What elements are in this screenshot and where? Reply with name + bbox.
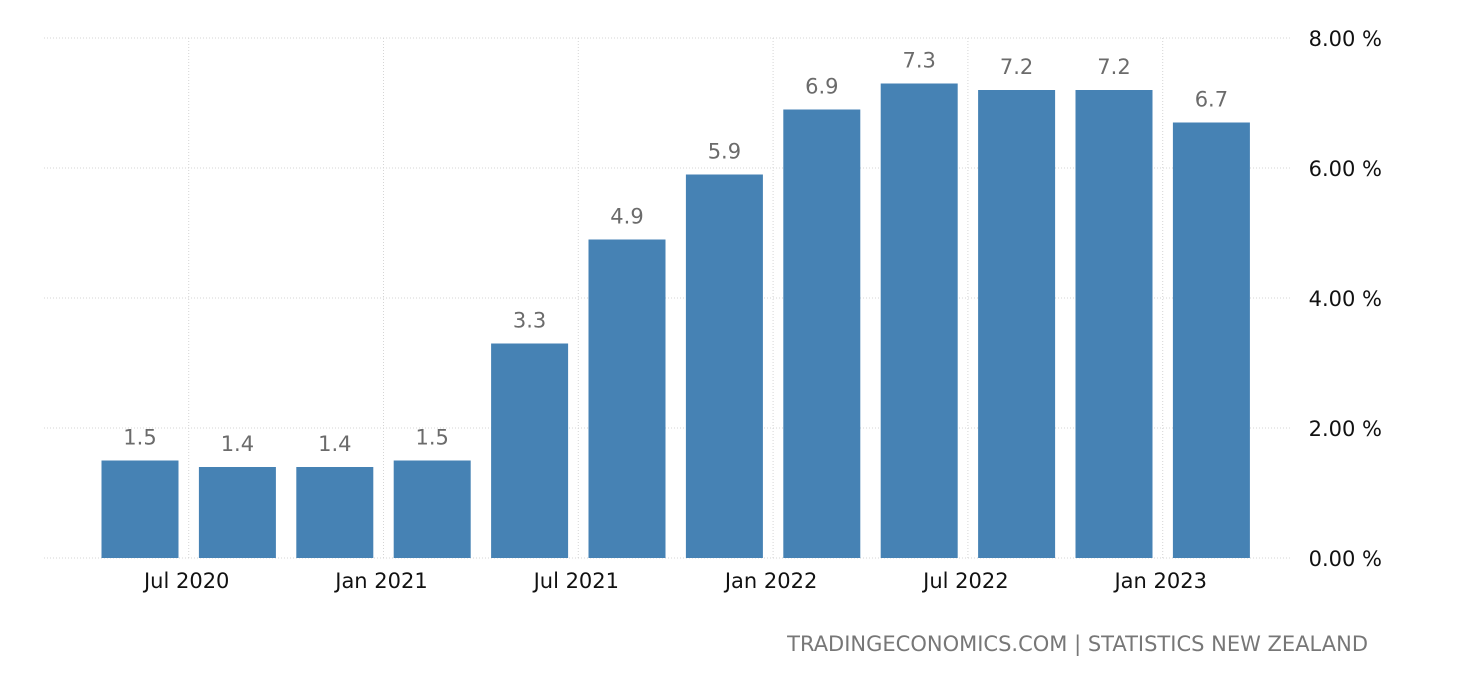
y-tick-label: 8.00 % <box>1309 27 1382 51</box>
bar-value-label: 7.2 <box>1097 55 1130 79</box>
bar <box>1075 90 1153 558</box>
y-tick-label: 2.00 % <box>1309 417 1382 441</box>
bars <box>101 83 1250 558</box>
y-axis: 0.00 % 2.00 % 4.00 % 6.00 % 8.00 % <box>1309 27 1382 571</box>
bar-value-label: 3.3 <box>513 309 546 333</box>
x-tick-label: Jan 2021 <box>333 569 428 593</box>
bar <box>978 90 1056 558</box>
bar-value-label: 1.5 <box>415 426 448 450</box>
x-axis: Jul 2020 Jan 2021 Jul 2021 Jan 2022 Jul 2022… <box>142 569 1207 593</box>
bar <box>296 467 374 558</box>
bar <box>393 460 471 558</box>
y-tick-label: 6.00 % <box>1309 157 1382 181</box>
x-tick-label: Jan 2022 <box>723 569 818 593</box>
x-tick-label: Jul 2020 <box>142 569 229 593</box>
x-tick-label: Jan 2023 <box>1112 569 1207 593</box>
bar <box>783 109 861 558</box>
bar <box>101 460 179 558</box>
y-tick-label: 4.00 % <box>1309 287 1382 311</box>
x-tick-label: Jul 2022 <box>921 569 1008 593</box>
bar-value-label: 7.2 <box>1000 55 1033 79</box>
bar-value-label: 6.7 <box>1195 88 1228 112</box>
bar <box>1172 122 1250 558</box>
bar-value-label: 4.9 <box>610 205 643 229</box>
bar <box>491 343 569 558</box>
bar <box>198 467 276 558</box>
bar <box>685 174 763 558</box>
bar <box>880 83 958 558</box>
bar-value-label: 5.9 <box>708 140 741 164</box>
bar-value-label: 1.4 <box>221 432 254 456</box>
y-tick-label: 0.00 % <box>1309 547 1382 571</box>
data-labels: 1.5 1.4 1.4 1.5 3.3 4.9 5.9 6.9 7.3 7.2 7.2 6.7 <box>123 49 1228 457</box>
bar-value-label: 1.5 <box>123 426 156 450</box>
bar <box>588 239 666 558</box>
bar-value-label: 6.9 <box>805 75 838 99</box>
x-tick-label: Jul 2021 <box>532 569 619 593</box>
bar-value-label: 7.3 <box>902 49 935 73</box>
bar-value-label: 1.4 <box>318 432 351 456</box>
source-credit: TRADINGECONOMICS.COM | STATISTICS NEW ZE… <box>786 632 1368 657</box>
